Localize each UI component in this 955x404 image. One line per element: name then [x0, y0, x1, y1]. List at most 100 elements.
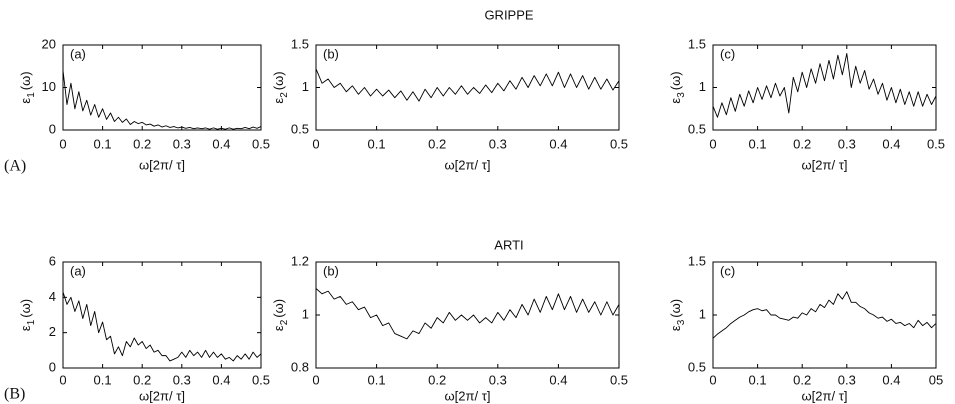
x-tick-label: 0.1	[94, 136, 112, 151]
x-tick-label: 0.2	[428, 372, 446, 387]
y-tick-label: 0	[49, 121, 56, 136]
x-tick-label: 05	[929, 372, 943, 387]
data-line	[62, 70, 262, 130]
x-tick-label: 0.2	[793, 372, 811, 387]
panel-label: (c)	[720, 263, 735, 278]
y-label-argument: (ω)	[271, 71, 286, 90]
panel-label: (c)	[720, 46, 735, 61]
x-tick-label: 0.2	[133, 136, 151, 151]
y-tick-label: 6	[49, 253, 56, 268]
y-label-symbol: ε	[18, 98, 33, 104]
y-tick-label: 1	[699, 79, 706, 94]
data-line	[315, 68, 620, 102]
y-tick-label: 1	[302, 306, 309, 321]
x-tick-label: 0.2	[793, 136, 811, 151]
x-tick-label: 0.5	[927, 136, 945, 151]
x-tick-label: 0	[312, 136, 319, 151]
x-tick-label: 0.2	[428, 136, 446, 151]
axes-box	[712, 261, 937, 369]
y-label-symbol: ε	[271, 325, 286, 331]
y-axis-label: ε3(ω)	[668, 299, 686, 331]
y-axis-label: ε2(ω)	[271, 299, 289, 331]
y-tick-label: 1.2	[291, 253, 309, 268]
y-tick-label: 0.5	[291, 121, 309, 136]
y-label-argument: (ω)	[18, 71, 33, 90]
row-title: GRIPPE	[484, 7, 533, 22]
data-line	[712, 53, 937, 118]
y-label-argument: (ω)	[668, 299, 683, 318]
x-tick-label: 0.4	[549, 136, 567, 151]
axes-box	[62, 261, 262, 369]
y-axis-label: ε2(ω)	[271, 71, 289, 103]
x-axis-label: ω[2π/ τ]	[802, 157, 848, 172]
y-tick-label: 2	[49, 324, 56, 339]
x-tick-label: 0.1	[368, 372, 386, 387]
y-label-subscript: 2	[279, 92, 290, 98]
y-label-symbol: ε	[668, 98, 683, 104]
y-tick-label: 1.5	[688, 36, 706, 51]
x-tick-label: 0.2	[133, 372, 151, 387]
y-tick-label: 0.5	[688, 121, 706, 136]
x-tick-label: 0.5	[252, 136, 270, 151]
x-tick-label: 0.4	[882, 372, 900, 387]
x-tick-label: 0.4	[882, 136, 900, 151]
row-label: (A)	[4, 158, 26, 175]
y-label-subscript: 3	[676, 92, 687, 98]
data-line	[315, 288, 620, 340]
x-axis-label: ω[2π/ τ]	[139, 157, 185, 172]
x-axis-label: ω[2π/ τ]	[445, 388, 491, 403]
x-tick-label: 0.5	[610, 372, 628, 387]
x-tick-label: 0.3	[489, 136, 507, 151]
x-tick-label: 0	[709, 372, 716, 387]
x-axis-label: ω[2π/ τ]	[802, 388, 848, 403]
y-axis-label: ε1(ω)	[18, 299, 36, 331]
y-tick-label: 20	[42, 36, 56, 51]
y-label-subscript: 3	[676, 319, 687, 325]
y-tick-label: 1	[302, 79, 309, 94]
y-tick-label: 1.5	[291, 36, 309, 51]
x-tick-label: 0.4	[212, 372, 230, 387]
x-axis-label: ω[2π/ τ]	[445, 157, 491, 172]
axes-box	[315, 261, 620, 369]
y-label-subscript: 1	[26, 92, 37, 98]
x-tick-label: 0	[312, 372, 319, 387]
y-label-subscript: 1	[26, 319, 37, 325]
row-label: (B)	[4, 386, 25, 403]
x-tick-label: 0.3	[173, 136, 191, 151]
x-tick-label: 0.3	[173, 372, 191, 387]
panel-label: (a)	[70, 263, 86, 278]
panel-label: (b)	[323, 263, 339, 278]
y-label-argument: (ω)	[18, 299, 33, 318]
x-tick-label: 0	[59, 372, 66, 387]
panel-label: (a)	[70, 46, 86, 61]
y-label-symbol: ε	[668, 325, 683, 331]
x-tick-label: 0.1	[368, 136, 386, 151]
y-tick-label: 10	[42, 79, 56, 94]
axes-box	[315, 44, 620, 131]
y-tick-label: 1.5	[688, 253, 706, 268]
x-tick-label: 0	[59, 136, 66, 151]
x-tick-label: 0.1	[749, 372, 767, 387]
y-label-subscript: 2	[279, 319, 290, 325]
y-label-argument: (ω)	[271, 299, 286, 318]
y-tick-label: 0.5	[688, 359, 706, 374]
x-tick-label: 0.1	[94, 372, 112, 387]
x-tick-label: 0.3	[838, 136, 856, 151]
x-tick-label: 0.1	[749, 136, 767, 151]
axes-box	[62, 44, 262, 131]
y-tick-label: 0	[49, 359, 56, 374]
x-axis-label: ω[2π/ τ]	[139, 388, 185, 403]
axes-box	[712, 44, 937, 131]
y-label-argument: (ω)	[668, 71, 683, 90]
x-tick-label: 0.4	[212, 136, 230, 151]
y-tick-label: 1	[699, 306, 706, 321]
y-label-symbol: ε	[18, 325, 33, 331]
x-tick-label: 0.4	[549, 372, 567, 387]
x-tick-label: 0.3	[489, 372, 507, 387]
data-line	[62, 291, 262, 362]
row-title: ARTI	[494, 237, 523, 252]
y-axis-label: ε1 (ω)	[18, 71, 36, 103]
x-tick-label: 0.5	[252, 372, 270, 387]
x-tick-label: 0	[709, 136, 716, 151]
